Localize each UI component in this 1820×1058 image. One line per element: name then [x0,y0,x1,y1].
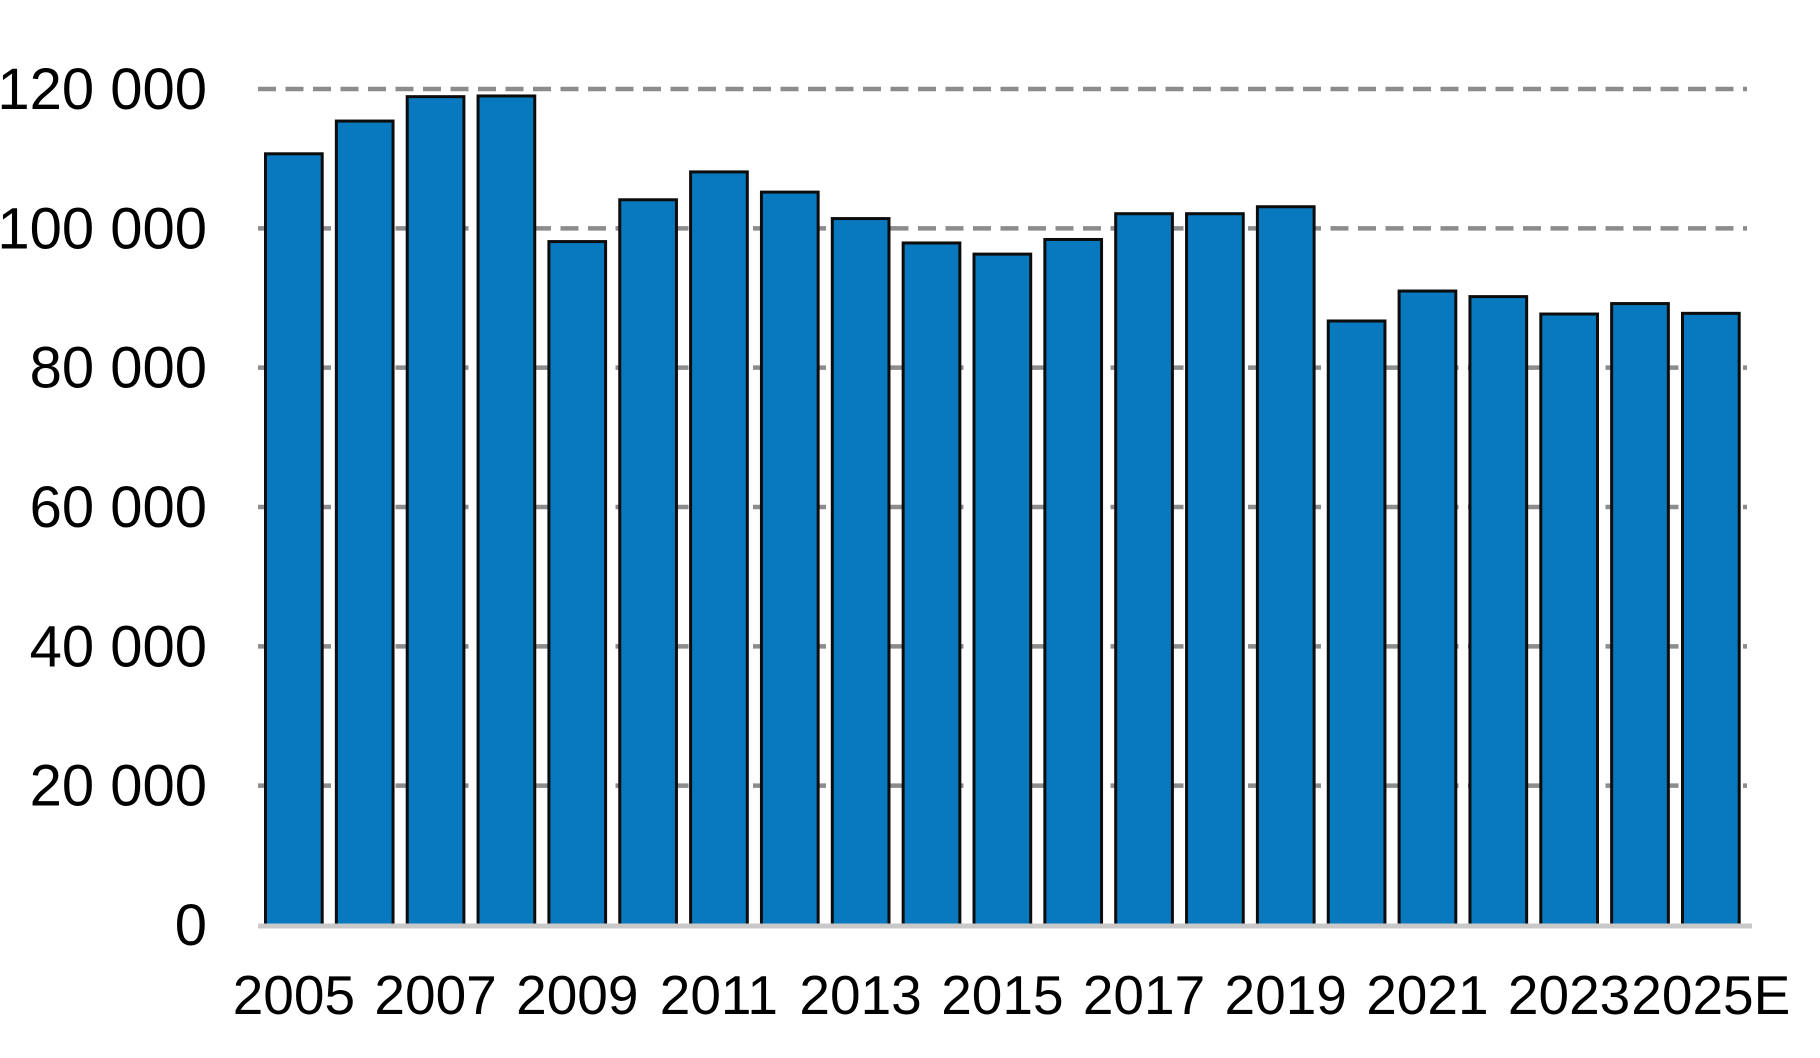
y-axis-tick-label: 20 000 [30,754,207,819]
x-axis-tick-label: 2005 [233,964,355,1026]
x-axis-tick-label: 2011 [660,964,778,1026]
bar-2023 [1539,312,1600,928]
y-axis-tick-label: 80 000 [30,336,207,401]
x-axis-tick-label: 2019 [1225,964,1347,1026]
bar-2019 [1255,205,1316,928]
y-axis-tick-label: 100 000 [0,196,207,261]
bar-2015 [972,252,1033,928]
bar-2014 [901,241,962,928]
bar-2011 [689,170,749,928]
y-axis-tick-label: 60 000 [30,475,207,540]
y-axis-tick-label: 0 [175,893,207,958]
y-axis-tick-label: 120 000 [0,57,207,122]
x-axis-tick-label: 2009 [516,964,638,1026]
bar-2024 [1610,302,1670,928]
bar-2018 [1185,212,1245,928]
x-axis-tick-label: 2021 [1366,964,1488,1026]
bar-2012 [759,190,820,928]
bar-2017 [1114,212,1174,928]
bar-2013 [830,217,891,928]
bar-2007 [405,95,466,928]
x-axis-tick-label: 2025E [1631,964,1790,1026]
bar-2005 [264,152,324,928]
bar-2025E [1681,311,1741,928]
bar-2021 [1397,289,1458,928]
bar-2020 [1326,319,1387,928]
x-axis-tick-label: 2015 [941,964,1063,1026]
bar-2009 [547,240,608,928]
y-axis-tick-label: 40 000 [30,614,207,679]
x-axis-tick-label: 2013 [799,964,921,1026]
x-axis-tick-label: 2017 [1083,964,1205,1026]
bar-2016 [1043,237,1104,928]
bar-2022 [1468,295,1529,928]
x-axis-tick-label: 2007 [374,964,496,1026]
bar-2010 [618,198,678,928]
bar-2006 [334,119,395,928]
x-axis-tick-label: 2023 [1508,964,1630,1026]
bar-2008 [476,94,537,928]
